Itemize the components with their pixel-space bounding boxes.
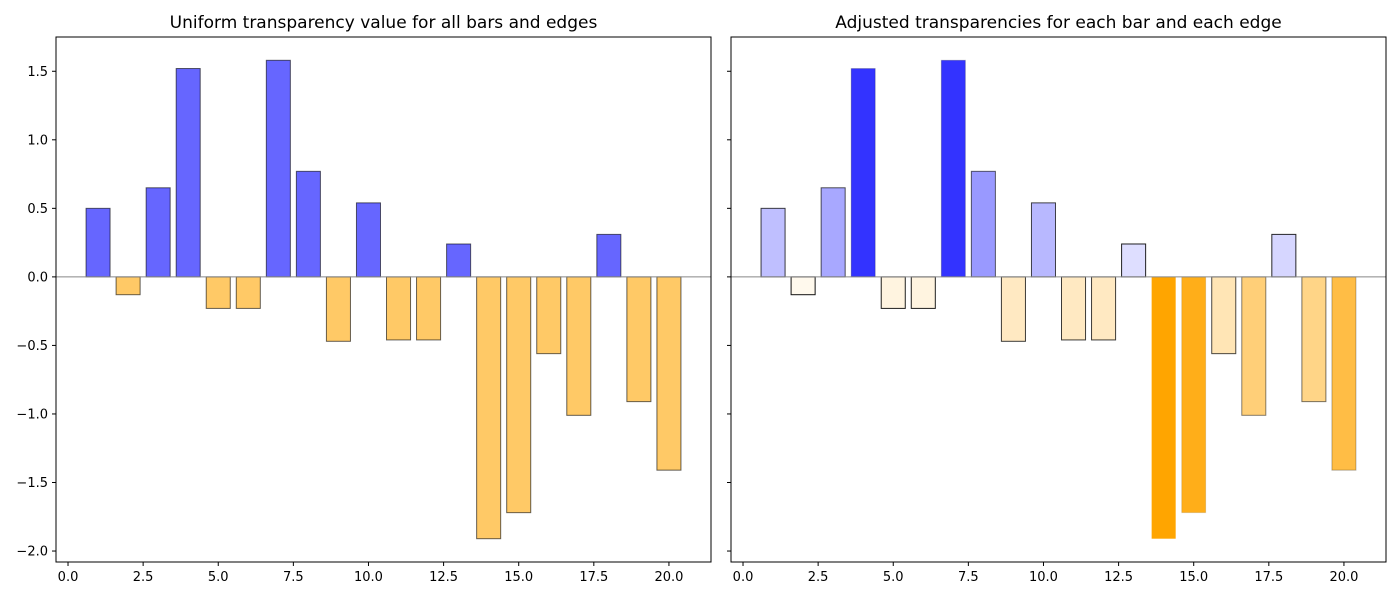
left-bar-7 [265, 59, 291, 278]
right-bar-4 [850, 68, 876, 278]
left-bar-8 [295, 170, 321, 278]
left-x-tick-label: 10.0 [354, 570, 383, 585]
left-y-tick-label: 0.5 [27, 202, 48, 217]
right-bar-14 [1151, 276, 1176, 539]
left-bar-5 [205, 276, 231, 309]
left-bar-17 [566, 276, 592, 416]
right-bar-8 [970, 170, 996, 278]
left-x-tick-label: 17.5 [579, 570, 608, 585]
right-bar-19 [1301, 276, 1327, 403]
right-x-tick-label: 7.5 [958, 570, 979, 585]
left-bar-14 [476, 276, 502, 540]
left-x-tick-label: 15.0 [504, 570, 533, 585]
left-bar-19 [626, 276, 652, 403]
right-x-tick-label: 17.5 [1254, 570, 1283, 585]
left-bar-15 [506, 276, 532, 514]
right-x-tick-label: 10.0 [1029, 570, 1058, 585]
left-bar-3 [145, 187, 171, 278]
left-x-tick-label: 5.0 [208, 570, 229, 585]
left-y-tick-label: −1.0 [16, 407, 48, 422]
right-bar-18 [1271, 233, 1297, 278]
right-bar-7 [940, 59, 966, 278]
left-axes-frame [55, 36, 712, 563]
right-bar-9 [1000, 276, 1026, 342]
left-bar-1 [85, 207, 111, 278]
right-bar-13 [1121, 243, 1147, 278]
right-chart-title: Adjusted transparencies for each bar and… [835, 13, 1281, 33]
right-x-tick-label: 15.0 [1179, 570, 1208, 585]
left-bar-6 [235, 276, 261, 309]
left-chart-title: Uniform transparency value for all bars … [170, 13, 598, 33]
left-y-tick-label: −2.0 [16, 545, 48, 560]
left-y-tick-label: 1.0 [27, 133, 48, 148]
right-x-tick-label: 5.0 [883, 570, 904, 585]
right-x-tick-label: 0.0 [733, 570, 754, 585]
right-bar-3 [820, 187, 846, 278]
left-x-tick-label: 12.5 [429, 570, 458, 585]
left-bar-10 [355, 202, 381, 278]
left-bar-20 [656, 276, 682, 471]
right-bar-2 [790, 276, 816, 296]
right-bar-16 [1211, 276, 1237, 355]
right-bar-15 [1181, 276, 1207, 514]
left-x-tick-label: 0.0 [58, 570, 79, 585]
left-chart-panel: Uniform transparency value for all bars … [16, 13, 712, 585]
right-bar-20 [1331, 276, 1357, 471]
right-x-tick-label: 20.0 [1329, 570, 1358, 585]
right-bar-5 [880, 276, 906, 309]
left-bar-16 [536, 276, 562, 355]
left-bar-4 [175, 68, 201, 278]
left-bar-12 [416, 276, 442, 341]
right-bar-17 [1241, 276, 1267, 416]
left-bar-11 [386, 276, 412, 341]
right-bar-6 [910, 276, 936, 309]
left-y-tick-label: 1.5 [27, 65, 48, 80]
left-y-tick-label: 0.0 [27, 270, 48, 285]
right-bar-1 [760, 207, 786, 278]
right-bar-11 [1061, 276, 1087, 341]
left-bar-9 [325, 276, 351, 342]
right-bar-12 [1091, 276, 1117, 341]
right-x-tick-label: 2.5 [808, 570, 829, 585]
left-x-tick-label: 7.5 [283, 570, 304, 585]
left-bar-13 [446, 243, 472, 278]
left-y-tick-label: −0.5 [16, 339, 48, 354]
right-axes-frame [730, 36, 1387, 563]
left-bar-2 [115, 276, 141, 296]
left-y-tick-label: −1.5 [16, 476, 48, 491]
right-chart-panel: Adjusted transparencies for each bar and… [727, 13, 1387, 585]
left-x-tick-label: 20.0 [654, 570, 683, 585]
left-bar-18 [596, 233, 622, 278]
left-x-tick-label: 2.5 [133, 570, 154, 585]
right-bar-10 [1030, 202, 1056, 278]
right-x-tick-label: 12.5 [1104, 570, 1133, 585]
